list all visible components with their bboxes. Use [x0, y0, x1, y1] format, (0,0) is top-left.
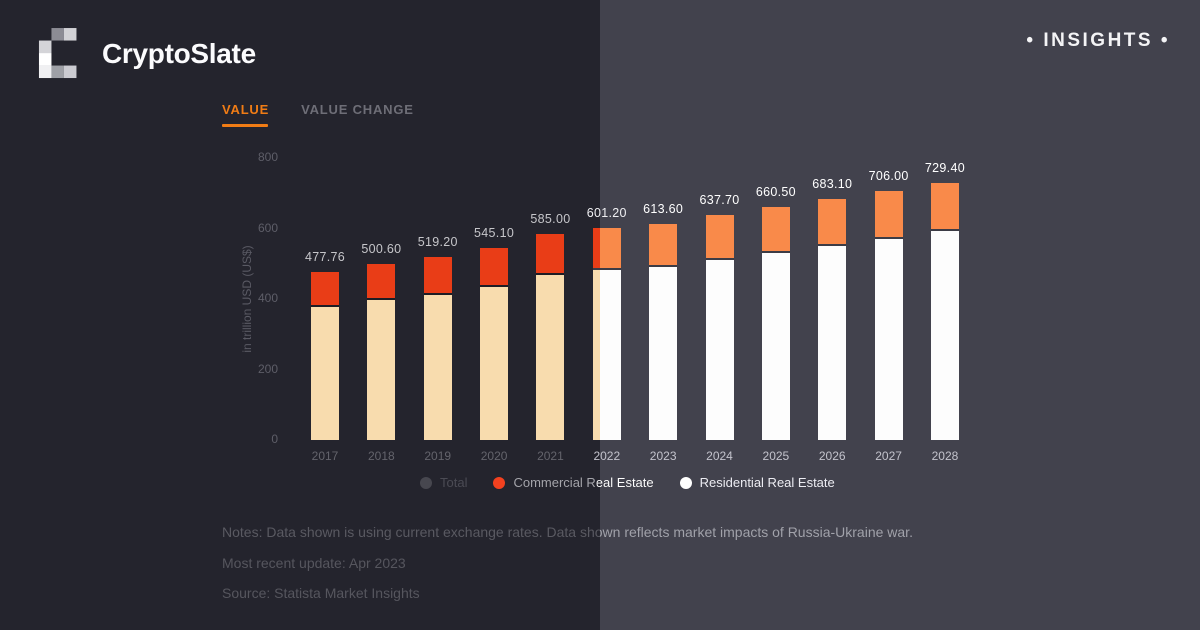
x-tick-label: 2017: [311, 449, 339, 463]
bar-segment-residential: [874, 236, 903, 440]
x-tick-label: 2022: [593, 449, 621, 463]
legend-item-total-label: Total: [440, 475, 468, 490]
y-tick-label: 800: [257, 150, 278, 164]
bar-value-label: 519.20: [417, 234, 458, 249]
update-text: Most recent update: Apr 2023: [222, 555, 406, 571]
bar-segment-commercial: [536, 233, 565, 273]
bar-value-label: 545.10: [474, 225, 515, 240]
x-tick-label: 2020: [480, 449, 508, 463]
bar-segment-residential: [592, 267, 621, 440]
bar-segment-commercial: [705, 215, 734, 258]
bar-segment-commercial: [874, 191, 903, 237]
legend-item-residential-label: Residential Real Estate: [699, 475, 835, 490]
bar-chart-plot: 0 200 400 600 800 477.76 2017 500.60 2018 519.20 2…: [258, 150, 985, 465]
bar-segment-commercial: [592, 228, 621, 268]
bar-2027[interactable]: [874, 191, 903, 440]
bar-segment-commercial: [367, 263, 396, 299]
legend-item-residential-dot-icon: [679, 476, 692, 489]
bar-segment-commercial: [761, 207, 790, 251]
cryptoslate-pixel-logo-icon: [38, 28, 77, 79]
bar-2025[interactable]: [761, 207, 790, 440]
active-tab-underline: [222, 124, 268, 127]
bar-segment-commercial: [930, 182, 959, 230]
bar-segment-commercial: [423, 256, 452, 293]
legend-item-total-dot-icon: [420, 476, 432, 489]
bar-2022[interactable]: [592, 228, 621, 440]
bar-2020[interactable]: [480, 247, 509, 440]
bar-segment-residential: [480, 285, 509, 440]
bar-2021[interactable]: [536, 233, 565, 440]
chart-legend: Total Commercial Real Estate Residential R…: [420, 475, 835, 490]
chart-tabs: VALUE VALUE CHANGE: [222, 102, 414, 117]
bar-segment-residential: [930, 229, 959, 440]
bar-value-label: 601.20: [586, 206, 627, 221]
legend-item-commercial-label: Commercial Real Estate: [513, 475, 654, 490]
x-tick-label: 2027: [875, 449, 902, 463]
x-tick-label: 2024: [706, 449, 733, 463]
x-tick-label: 2018: [368, 449, 395, 463]
bar-segment-residential: [705, 257, 734, 440]
bar-value-label: 660.50: [755, 185, 796, 200]
bar-segment-commercial: [649, 223, 678, 265]
notes-text: Notes: Data shown is using current excha…: [222, 524, 913, 540]
insights-label: • INSIGHTS •: [1026, 30, 1170, 51]
x-tick-label: 2025: [762, 449, 790, 463]
bar-segment-residential: [311, 305, 339, 440]
bar-value-label: 683.10: [812, 177, 853, 192]
bar-value-label: 706.00: [868, 169, 909, 184]
bar-2018[interactable]: [367, 263, 396, 440]
legend-item-commercial-dot-icon: [493, 476, 506, 489]
x-tick-label: 2028: [931, 449, 959, 463]
x-tick-label: 2023: [649, 449, 677, 463]
bar-2026[interactable]: [818, 199, 847, 440]
bar-segment-residential: [818, 243, 847, 440]
x-tick-label: 2021: [537, 449, 564, 463]
y-tick-label: 400: [257, 291, 278, 305]
bar-segment-commercial: [311, 271, 339, 306]
bar-value-label: 637.70: [699, 193, 740, 208]
tab-value[interactable]: VALUE: [222, 102, 270, 117]
bar-value-label: 585.00: [530, 211, 571, 226]
y-tick-label: 200: [257, 361, 278, 376]
bar-2028[interactable]: [930, 182, 959, 440]
bar-2024[interactable]: [705, 215, 734, 440]
source-text: Source: Statista Market Insights: [222, 585, 420, 601]
bar-2019[interactable]: [423, 256, 452, 440]
y-tick-label: 600: [257, 220, 278, 235]
bar-segment-residential: [649, 264, 678, 440]
bar-value-label: 500.60: [361, 241, 402, 256]
brand-logo: CryptoSlate: [38, 26, 256, 82]
bar-segment-residential: [536, 272, 565, 440]
bar-segment-residential: [367, 298, 396, 440]
brand-name: CryptoSlate: [102, 38, 256, 69]
tab-value-change[interactable]: VALUE CHANGE: [301, 102, 414, 117]
bar-2023[interactable]: [649, 223, 678, 440]
bar-value-label: 613.60: [643, 201, 684, 216]
bar-segment-commercial: [480, 247, 509, 286]
legend-item-residential[interactable]: Residential Real Estate: [679, 475, 835, 490]
x-tick-label: 2019: [424, 449, 452, 463]
bar-segment-residential: [761, 250, 790, 440]
bar-value-label: 477.76: [304, 249, 346, 264]
legend-item-total[interactable]: Total: [420, 475, 467, 490]
bar-segment-residential: [423, 292, 452, 440]
bar-2017[interactable]: [311, 271, 339, 440]
x-tick-label: 2026: [818, 449, 846, 463]
y-tick-label: 0: [271, 432, 278, 446]
bar-segment-commercial: [818, 199, 847, 244]
bar-value-label: 729.40: [924, 160, 965, 175]
legend-item-commercial[interactable]: Commercial Real Estate: [493, 475, 654, 490]
